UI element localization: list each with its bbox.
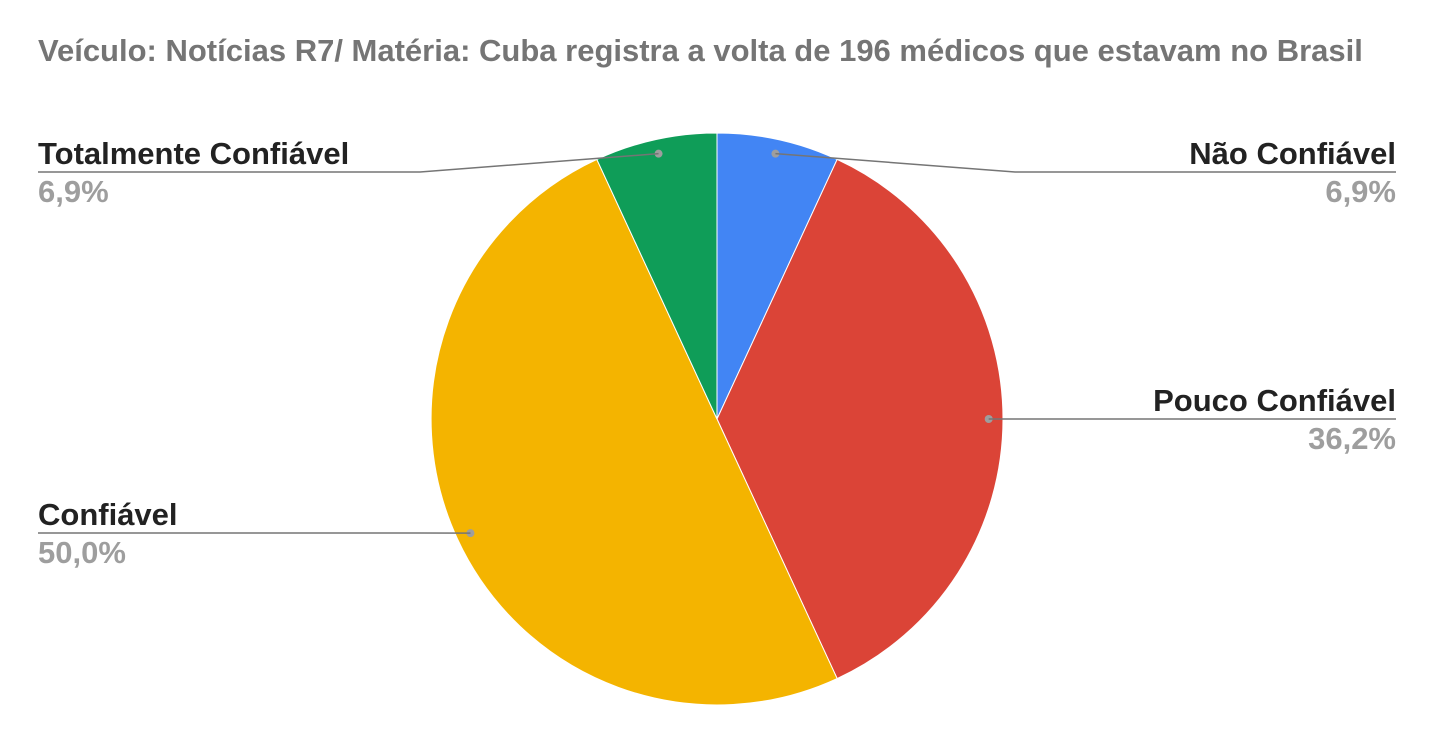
pie-slice-confiavel bbox=[430, 158, 838, 706]
slice-label-nao-confiavel: Não Confiável bbox=[1189, 136, 1396, 171]
pie-slices bbox=[430, 132, 1004, 706]
leader-line-nao-confiavel bbox=[775, 152, 1396, 173]
slice-value-totalmente-confiavel: 6,9% bbox=[38, 174, 109, 209]
slice-value-nao-confiavel: 6,9% bbox=[1325, 174, 1396, 209]
slice-label-pouco-confiavel: Pouco Confiável bbox=[1153, 383, 1396, 418]
leader-line-totalmente-confiavel bbox=[38, 152, 659, 173]
chart-title: Veículo: Notícias R7/ Matéria: Cuba regi… bbox=[38, 33, 1363, 68]
slice-value-confiavel: 50,0% bbox=[38, 535, 126, 570]
leader-lines bbox=[38, 149, 1396, 538]
slice-label-totalmente-confiavel: Totalmente Confiável bbox=[38, 136, 349, 171]
slice-value-pouco-confiavel: 36,2% bbox=[1308, 421, 1396, 456]
slice-label-confiavel: Confiável bbox=[38, 497, 178, 532]
